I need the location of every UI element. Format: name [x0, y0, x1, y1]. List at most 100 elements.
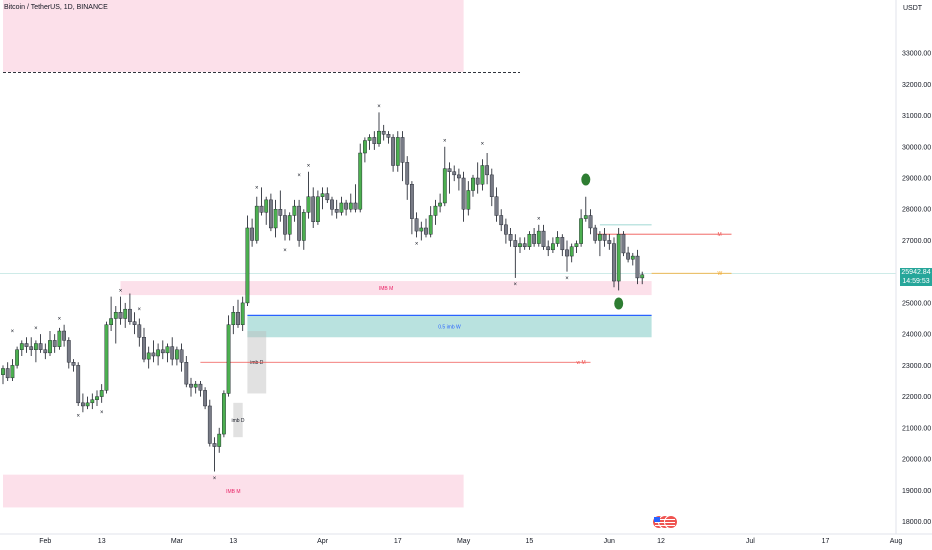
candle-body: [198, 383, 203, 391]
candle-body: [546, 246, 551, 251]
candle-body: [1, 368, 5, 375]
candle-body: [485, 165, 489, 176]
time-tick-label: Feb: [39, 538, 51, 545]
candle-body: [146, 352, 151, 360]
time-axis[interactable]: Feb 13 Mar 13 Apr 17 May 15 Jun 12 Jul 17 Aug: [39, 538, 902, 545]
candle-body: [598, 234, 602, 241]
time-tick-label: Aug: [890, 538, 903, 545]
price-tick-label: 21000.00: [902, 425, 931, 432]
candle-body: [522, 243, 527, 247]
candle-body: [179, 349, 184, 363]
candle-body: [207, 405, 212, 444]
candle-body: [494, 196, 499, 216]
level-label: W: [718, 271, 723, 277]
candle-body: [513, 240, 518, 247]
candle-body: [127, 308, 132, 322]
candle-body: [34, 343, 38, 350]
candle-body: [395, 137, 400, 166]
zones-layer: IMB M IMB M 0.5 imb W imb D imb D: [3, 0, 652, 508]
signal-marker: [581, 173, 591, 186]
candle-body: [461, 177, 466, 210]
candle-body: [278, 209, 283, 216]
price-tick-label: 18000.00: [902, 519, 931, 526]
candle-body: [377, 130, 381, 144]
us-flag-icon[interactable]: [652, 515, 678, 529]
price-tick-label: 24000.00: [902, 332, 931, 339]
candle-body: [311, 196, 316, 222]
candle-body: [381, 130, 386, 135]
candle-body: [71, 362, 76, 366]
price-tick-label: 20000.00: [902, 457, 931, 464]
candle-body: [57, 330, 62, 347]
price-tick-label: 19000.00: [902, 488, 931, 495]
candle-body: [301, 212, 306, 241]
candle-body: [325, 193, 330, 201]
level-label: M: [718, 232, 722, 238]
candle-body: [551, 243, 555, 251]
price-axis[interactable]: 18000.00 19000.00 20000.00 21000.00 22000.00…: [902, 51, 931, 526]
candle-body: [367, 137, 372, 141]
fractal-marker: ×: [34, 326, 38, 332]
candle-body: [113, 312, 118, 319]
candle-body: [170, 346, 175, 360]
candle-body: [80, 402, 85, 407]
candle-body: [447, 168, 452, 172]
candle-body: [475, 177, 480, 185]
candle-body: [90, 399, 95, 404]
zone-label: imb D: [250, 360, 263, 366]
candle-body: [62, 330, 67, 341]
candle-body: [203, 390, 207, 407]
candle-body: [10, 365, 15, 379]
fractal-marker: ×: [537, 217, 541, 223]
candle-body: [414, 218, 419, 232]
candle-body: [132, 321, 137, 325]
candle-body: [489, 174, 494, 197]
candle-body: [344, 202, 348, 210]
candle-body: [95, 396, 99, 400]
candle-body: [372, 137, 377, 144]
chart-title: Bitcoin / TetherUS, 1D, BINANCE: [4, 4, 108, 11]
fractal-marker: ×: [297, 173, 301, 179]
lines-layer: w M M W: [0, 72, 896, 366]
time-tick-label: 17: [394, 538, 402, 545]
bar-countdown: 14:59:53: [902, 278, 930, 286]
candle-body: [221, 393, 226, 435]
candle-body: [574, 243, 579, 247]
fractal-marker: ×: [11, 329, 15, 335]
zone-label: imb D: [231, 418, 244, 424]
fractal-marker: ×: [377, 104, 381, 110]
candle-body: [142, 337, 146, 360]
price-tick-label: 27000.00: [902, 238, 931, 245]
candle-body: [621, 234, 626, 254]
price-tick-label: 32000.00: [902, 82, 931, 89]
time-tick-label: 15: [526, 538, 534, 545]
candle-body: [226, 324, 231, 394]
time-tick-label: 17: [822, 538, 830, 545]
candle-body: [250, 227, 254, 241]
candle-body: [626, 252, 631, 260]
candle-body: [76, 365, 81, 404]
candle-body: [165, 346, 170, 354]
fractal-marker: ×: [514, 282, 518, 288]
candle-body: [616, 234, 621, 282]
zone-label: 0.5 imb W: [438, 324, 461, 330]
last-price-badge: 25942.84 14:59:53: [900, 268, 932, 287]
candle-body: [52, 340, 57, 347]
time-tick-label: Jul: [746, 538, 755, 545]
fractal-marker: ×: [443, 139, 447, 145]
candle-body: [391, 137, 395, 166]
candle-body: [569, 246, 574, 257]
fractal-marker: ×: [138, 307, 142, 313]
candle-body: [424, 227, 428, 235]
candle-body: [240, 302, 245, 325]
candle-body: [410, 184, 414, 219]
fractal-marker: ×: [481, 142, 485, 148]
candle-body: [193, 383, 198, 388]
candle-body: [109, 318, 114, 325]
candle-body: [236, 312, 240, 325]
price-tick-label: 28000.00: [902, 207, 931, 214]
candle-body: [217, 433, 222, 447]
candle-body: [560, 237, 565, 251]
candle-body: [66, 340, 71, 363]
